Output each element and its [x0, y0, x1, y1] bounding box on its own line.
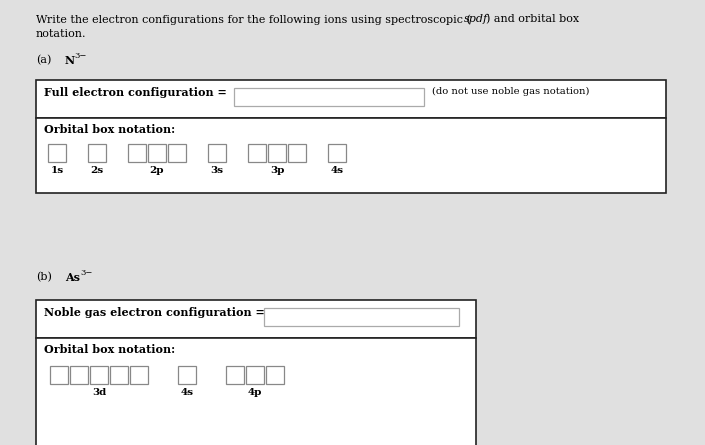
Text: 1s: 1s: [51, 166, 63, 175]
Text: 2s: 2s: [90, 166, 104, 175]
Text: (b): (b): [36, 272, 52, 282]
Text: N: N: [65, 55, 75, 66]
Bar: [268, 144, 286, 162]
Bar: [110, 366, 128, 384]
Bar: [288, 144, 306, 162]
Bar: [248, 144, 266, 162]
Bar: [266, 366, 284, 384]
Text: 4p: 4p: [248, 388, 262, 397]
Bar: [48, 144, 66, 162]
Text: Orbital box notation:: Orbital box notation:: [44, 344, 175, 355]
Text: As: As: [65, 272, 80, 283]
Bar: [168, 144, 186, 162]
Bar: [50, 366, 68, 384]
Text: 4s: 4s: [331, 166, 343, 175]
Text: spdf: spdf: [464, 14, 488, 24]
Text: 3d: 3d: [92, 388, 106, 397]
Bar: [88, 144, 106, 162]
Text: Noble gas electron configuration =: Noble gas electron configuration =: [44, 307, 265, 318]
Bar: [234, 88, 424, 106]
Text: 3p: 3p: [270, 166, 284, 175]
Bar: [328, 144, 346, 162]
Text: Orbital box notation:: Orbital box notation:: [44, 124, 175, 135]
Bar: [128, 144, 146, 162]
Bar: [246, 366, 264, 384]
Bar: [36, 80, 666, 118]
Text: 3−: 3−: [74, 52, 87, 60]
Bar: [178, 366, 196, 384]
Text: notation.: notation.: [36, 29, 87, 39]
Text: 4s: 4s: [180, 388, 193, 397]
Bar: [130, 366, 148, 384]
Bar: [90, 366, 108, 384]
Text: Full electron configuration =: Full electron configuration =: [44, 87, 227, 98]
Text: 3s: 3s: [211, 166, 223, 175]
Bar: [208, 144, 226, 162]
Text: 3−: 3−: [80, 269, 92, 277]
Text: ) and orbital box: ) and orbital box: [486, 14, 579, 24]
Bar: [36, 118, 666, 193]
Bar: [148, 144, 166, 162]
Text: Write the electron configurations for the following ions using spectroscopic (: Write the electron configurations for th…: [36, 14, 471, 24]
Bar: [226, 366, 244, 384]
Bar: [264, 308, 459, 326]
Text: (do not use noble gas notation): (do not use noble gas notation): [432, 87, 589, 96]
Text: 2p: 2p: [149, 166, 164, 175]
Bar: [36, 300, 476, 338]
Bar: [70, 366, 88, 384]
Text: (a): (a): [36, 55, 51, 65]
Bar: [36, 338, 476, 445]
